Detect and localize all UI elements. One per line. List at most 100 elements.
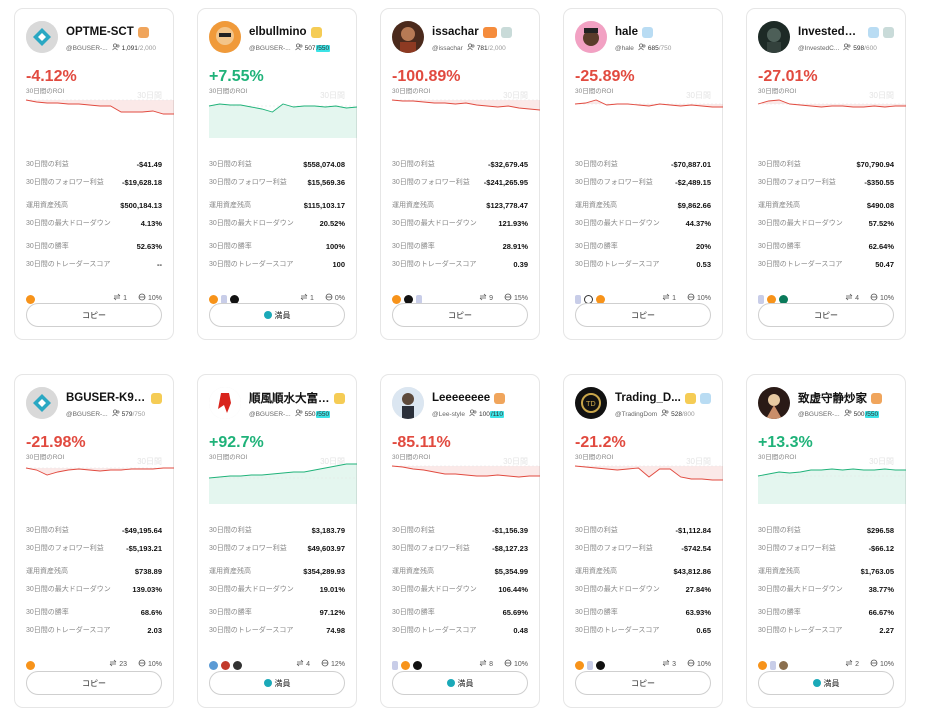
followers-icon <box>111 43 120 53</box>
profit-share: 10% <box>513 660 528 668</box>
full-button[interactable]: 満員 <box>209 671 345 695</box>
trades-icon <box>113 293 121 303</box>
sparkline-area <box>758 100 906 107</box>
trader-card[interactable]: BGUSER-K993...@BGUSER-...579/750-21.98%3… <box>14 374 174 708</box>
cartoon-avatar-icon[interactable] <box>209 21 241 53</box>
follower-current: 500 <box>853 410 865 418</box>
follower-capacity: /750 <box>132 410 146 418</box>
trades-icon <box>479 659 487 669</box>
stat-max-drawdown: 30日間の最大ドローダウン 139.03% <box>26 585 162 606</box>
stats-list: 30日間の利益 -$1,156.39 30日間のフォロワー利益 -$8,127.23 運… <box>392 524 528 647</box>
follower-count: 550/550 <box>294 409 331 419</box>
sparkline-svg <box>208 463 357 504</box>
stat-win-rate: 30日間の勝率 62.64% <box>758 240 894 260</box>
copy-button[interactable]: コピー <box>575 303 711 327</box>
stat-label: 30日間のトレーダースコア <box>758 627 843 634</box>
trader-sub-line: @BGUSER-... 507/550 <box>249 43 345 53</box>
red-figure-avatar-icon[interactable] <box>209 387 241 419</box>
trader-handle: @BGUSER-... <box>66 44 108 52</box>
stat-follower-profit: 30日間のフォロワー利益 -$66.12 <box>758 544 894 565</box>
trader-handle: @BGUSER-... <box>249 410 291 418</box>
trader-name[interactable]: hale <box>615 26 639 38</box>
trader-name[interactable]: BGUSER-K993... <box>66 392 147 404</box>
trader-card[interactable]: elbullmino @BGUSER-... 507/550 +7.55% 30日間のR… <box>197 8 358 340</box>
pink-avatar-icon[interactable] <box>575 21 607 53</box>
follower-count: 685/750 <box>638 43 671 53</box>
dark-logo-avatar-icon[interactable]: TD <box>575 387 607 419</box>
copy-button[interactable]: コピー <box>575 671 711 695</box>
copy-button[interactable]: コピー <box>758 303 894 327</box>
profit-share-icon <box>687 293 695 303</box>
profit-share: 10% <box>696 294 711 302</box>
stat-value: $5,354.99 <box>494 567 528 576</box>
chart-watermark: 30日間 <box>686 457 711 466</box>
stat-follower-profit: 30日間のフォロワー利益 -$350.55 <box>758 178 894 199</box>
roi-value: -85.11% <box>392 434 451 451</box>
traded-coins <box>209 660 245 670</box>
trader-name[interactable]: Trading_D... <box>615 392 681 404</box>
trader-name[interactable]: issachar <box>432 26 479 38</box>
stats-list: 30日間の利益 -$1,112.84 30日間のフォロワー利益 -$742.54 運用資… <box>575 524 711 647</box>
copy-button[interactable]: コピー <box>26 671 162 695</box>
btc-coin-icon <box>392 294 401 304</box>
trade-count: 1 <box>672 294 676 302</box>
trader-name[interactable]: 致虚守静炒家 <box>798 393 867 405</box>
stat-trader-score: 30日間のトレーダースコア 2.27 <box>758 626 894 647</box>
trader-name[interactable]: elbullmino <box>249 26 307 38</box>
trader-name[interactable]: OPTME-SCT <box>66 26 134 38</box>
trader-card[interactable]: TD Trading_D... @TradingDom 528/800 -21.2% 30… <box>563 374 723 708</box>
trader-header: BGUSER-K993...@BGUSER-...579/750 <box>26 375 162 429</box>
stat-profit: 30日間の利益 $558,074.08 <box>209 158 345 178</box>
followers-icon <box>467 43 475 53</box>
trader-card[interactable]: issachar @issachar 781/2,000 -100.89% 30日間のR… <box>380 8 541 340</box>
full-button[interactable]: 満員 <box>209 303 345 327</box>
portrait-avatar-icon[interactable] <box>392 21 424 53</box>
dark-avatar-icon[interactable] <box>758 21 790 53</box>
trader-name[interactable]: Leeeeeeee <box>432 392 491 404</box>
trader-card[interactable]: 致虚守静炒家 @BGUSER-... 500/550 +13.3% 30日間のROI 30… <box>746 374 906 708</box>
trader-card[interactable]: Leeeeeeee @Lee-style 100/110 -85.11% 30日間のRO… <box>380 374 540 708</box>
trades-icon <box>300 293 308 303</box>
card-footer: 1 0% <box>209 289 345 309</box>
chart-watermark: 30日間 <box>137 91 162 100</box>
stat-label: 30日間の最大ドローダウン <box>758 220 843 227</box>
trader-card[interactable]: InvestedCa... @InvestedC... 598/600 -27.01%… <box>746 8 906 340</box>
sunset-avatar-icon[interactable] <box>758 387 790 419</box>
diamond-avatar-icon[interactable] <box>26 387 58 419</box>
follower-capacity: /550 <box>864 410 880 418</box>
person-avatar-icon[interactable] <box>392 387 424 419</box>
trader-card[interactable]: OPTME-SCT @BGUSER-... 1,091/2,000 -4.12% 30日… <box>14 8 174 340</box>
button-label: 満員 <box>274 310 291 320</box>
diamond-avatar-icon[interactable] <box>26 21 58 53</box>
stat-value: -$66.12 <box>868 544 894 553</box>
profit-share-icon <box>870 293 878 303</box>
chart-watermark: 30日間 <box>320 457 345 466</box>
stat-label: 30日間の最大ドローダウン <box>26 220 111 227</box>
stat-value: -$5,193.21 <box>126 544 162 553</box>
full-button[interactable]: 満員 <box>758 671 894 695</box>
stat-label: 30日間のフォロワー利益 <box>209 545 287 552</box>
trader-card[interactable]: 順風順水大富大貴@BGUSER-...550/550+92.7%30日間のROI… <box>197 374 357 708</box>
sparkline-svg <box>757 99 906 108</box>
stats-list: 30日間の利益 -$41.49 30日間のフォロワー利益 -$19,628.18 運用資… <box>26 158 162 281</box>
stat-value: -$41.49 <box>136 160 162 169</box>
profit-share: 10% <box>147 660 162 668</box>
svg-text:TD: TD <box>585 400 596 408</box>
card-footer: 3 10% <box>575 655 711 675</box>
trader-card[interactable]: hale @hale 685/750 -25.89% 30日間のROI 30日間 30日間の… <box>563 8 723 340</box>
copy-button[interactable]: コピー <box>392 303 528 327</box>
stat-aum: 運用資産残高 $500,184.13 <box>26 199 162 219</box>
stat-value: 20% <box>695 242 711 251</box>
full-button[interactable]: 満員 <box>392 671 528 695</box>
sparkline-line <box>208 103 358 113</box>
stat-win-rate: 30日間の勝率 28.91% <box>392 240 528 260</box>
copy-button[interactable]: コピー <box>26 303 162 327</box>
stat-win-rate: 30日間の勝率 63.93% <box>575 606 711 626</box>
eth-coin-icon <box>392 660 398 670</box>
trader-name[interactable]: 順風順水大富大貴 <box>249 393 330 405</box>
stat-value: 20.52% <box>319 219 345 228</box>
trader-name[interactable]: InvestedCa... <box>798 26 864 38</box>
stat-label: 30日間のフォロワー利益 <box>758 545 836 552</box>
stat-trader-score: 30日間のトレーダースコア -- <box>26 260 162 281</box>
sparkline-svg <box>391 99 541 111</box>
